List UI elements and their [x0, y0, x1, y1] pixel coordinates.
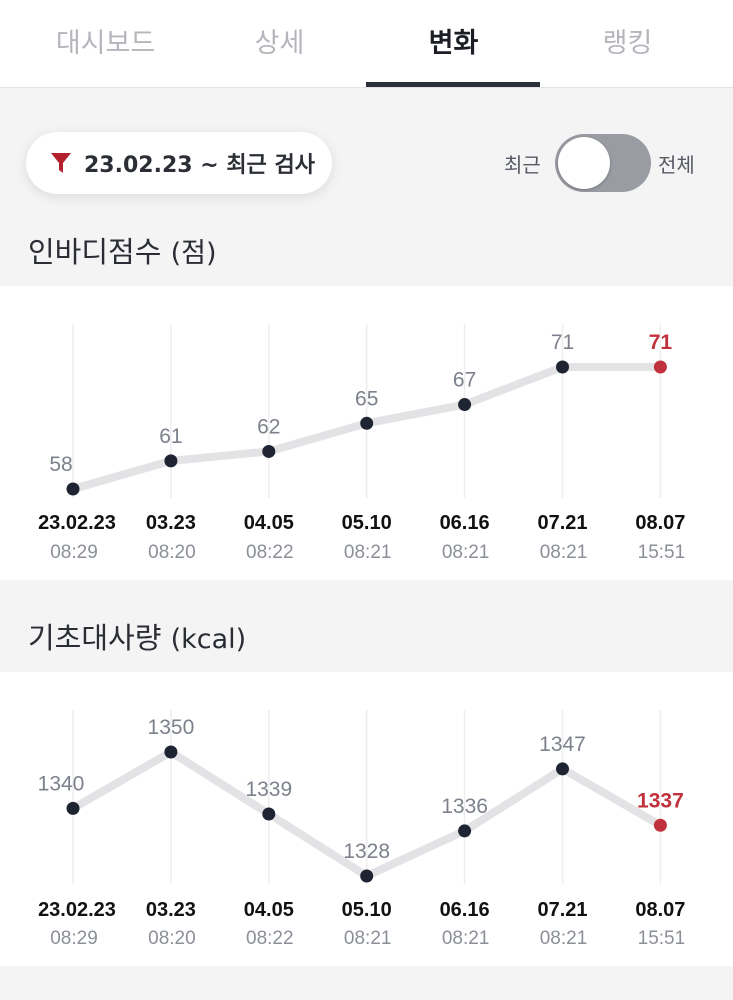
x-time-label: 08:29 — [50, 928, 98, 949]
x-date-label: 08.07 — [635, 899, 685, 921]
x-date-label: 03.23 — [146, 899, 196, 921]
x-time-label: 08:21 — [442, 928, 490, 949]
data-value-label: 1350 — [148, 716, 195, 739]
x-time-label: 15:51 — [638, 928, 686, 949]
x-time-label: 08:29 — [50, 542, 98, 563]
x-date-label: 23.02.23 — [38, 512, 116, 534]
data-value-label: 1336 — [441, 795, 488, 818]
tab-dashboard[interactable]: 대시보드 — [55, 28, 156, 59]
x-time-label: 08:20 — [148, 928, 196, 949]
section-title-text: 인바디점수 — [28, 235, 162, 269]
data-value-label: 1328 — [343, 840, 390, 863]
data-value-label: 1337 — [637, 789, 684, 812]
active-tab-indicator — [366, 82, 540, 87]
toggle-label-recent: 최근 — [504, 153, 541, 177]
x-time-label: 15:51 — [638, 542, 686, 563]
section-unit: (kcal) — [170, 624, 247, 655]
section-title-text: 기초대사량 — [28, 621, 162, 655]
x-date-label: 04.05 — [244, 512, 294, 534]
data-point[interactable] — [66, 801, 80, 815]
data-value-label: 67 — [453, 369, 476, 392]
x-time-label: 08:21 — [540, 542, 588, 563]
tab-bar: 대시보드 상세 변화 랭킹 — [0, 0, 733, 88]
data-value-label: 1347 — [539, 733, 586, 756]
data-value-label: 65 — [355, 387, 378, 410]
recent-all-toggle[interactable] — [555, 134, 651, 192]
data-value-label: 1339 — [245, 778, 292, 801]
data-point[interactable] — [360, 869, 374, 883]
data-point[interactable] — [653, 818, 667, 832]
x-date-label: 06.16 — [440, 899, 490, 921]
data-point[interactable] — [556, 762, 569, 776]
x-date-label: 03.23 — [146, 512, 196, 534]
x-date-label: 07.21 — [537, 512, 587, 534]
x-date-label: 23.02.23 — [38, 899, 116, 921]
x-time-label: 08:22 — [246, 928, 294, 949]
data-point[interactable] — [164, 454, 178, 468]
date-filter-button[interactable]: 23.02.23 ~ 최근 검사 — [26, 132, 332, 194]
x-date-label: 08.07 — [635, 512, 685, 534]
x-time-label: 08:22 — [246, 542, 294, 563]
bmr-chart-svg: 1340 1350 1339 1328 1336 1347 1337 23.02.23 08:2… — [38, 710, 686, 949]
funnel-icon — [51, 153, 71, 173]
x-date-label: 06.16 — [440, 512, 490, 534]
x-time-label: 08:21 — [344, 928, 392, 949]
date-filter-label: 23.02.23 ~ 최근 검사 — [84, 153, 315, 178]
inbody-score-title: 인바디점수 (점) — [28, 229, 217, 271]
data-value-label: 71 — [649, 331, 673, 354]
x-time-label: 08:21 — [344, 542, 392, 563]
data-point[interactable] — [556, 360, 569, 374]
data-value-label: 71 — [551, 331, 574, 354]
data-point[interactable] — [262, 807, 276, 821]
data-point[interactable] — [458, 824, 472, 838]
data-point[interactable] — [360, 416, 374, 430]
x-date-label: 05.10 — [342, 512, 392, 534]
x-time-label: 08:21 — [442, 542, 490, 563]
tab-ranking[interactable]: 랭킹 — [602, 28, 653, 59]
x-date-label: 07.21 — [537, 899, 587, 921]
data-value-label: 62 — [257, 415, 280, 438]
section-unit: (점) — [170, 238, 217, 269]
toggle-knob[interactable] — [558, 137, 610, 189]
data-value-label: 1340 — [38, 772, 85, 795]
bmr-chart: 1340 1350 1339 1328 1336 1347 1337 23.02.23 08:2… — [0, 672, 733, 966]
data-value-label: 58 — [49, 453, 72, 476]
x-time-label: 08:21 — [540, 928, 588, 949]
tab-detail[interactable]: 상세 — [254, 28, 305, 59]
data-point[interactable] — [66, 482, 80, 496]
data-point[interactable] — [164, 745, 178, 759]
x-date-label: 04.05 — [244, 899, 294, 921]
tab-change[interactable]: 변화 — [428, 28, 479, 59]
inbody-score-chart-svg: 58 61 62 65 67 71 71 23.02.23 08:29 03.23 08:20 04.… — [38, 324, 686, 563]
data-point[interactable] — [262, 444, 276, 458]
data-value-label: 61 — [159, 425, 182, 448]
bmr-title: 기초대사량 (kcal) — [28, 615, 246, 657]
toggle-label-all: 전체 — [658, 153, 695, 177]
inbody-score-chart: 58 61 62 65 67 71 71 23.02.23 08:29 03.23 08:20 04.… — [0, 286, 733, 580]
data-point[interactable] — [458, 398, 472, 412]
x-time-label: 08:20 — [148, 542, 196, 563]
x-date-label: 05.10 — [342, 899, 392, 921]
data-point[interactable] — [653, 360, 667, 374]
